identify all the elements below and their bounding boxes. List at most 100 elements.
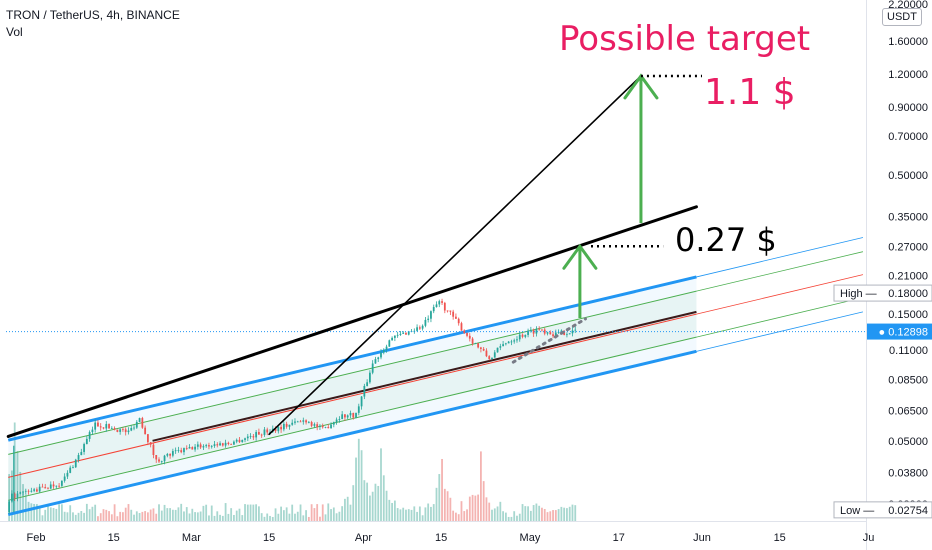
candle-body [249,436,252,437]
candle-body [199,444,202,448]
price-tick-label: 0.08500 [888,375,928,387]
candle-body [316,424,319,428]
candle-body [310,422,313,426]
candle-body [532,329,535,334]
user-center-line [152,310,697,442]
volume-bar [510,516,513,521]
volume-bar [238,508,241,521]
candle-body [135,421,138,428]
time-tick-label: Mar [182,532,201,544]
volume-bar [144,511,147,521]
volume-bar [546,512,549,521]
candle-body [357,406,360,413]
trendline-steep-support[interactable] [268,75,642,436]
candle-body [335,419,338,423]
currency-badge[interactable]: USDT [882,8,922,26]
candle-body [302,420,305,422]
candle-body [443,302,446,311]
candle-body [513,340,516,342]
candle-body [421,325,424,329]
candle-body [171,451,174,456]
candle-body [441,301,443,303]
candle-body [552,334,554,337]
candle-body [122,429,124,431]
volume-bar [99,513,102,521]
volume-bar [258,506,260,521]
candle-body [36,489,38,492]
last-price-label: ● 0.12898 [879,327,928,339]
low-tag[interactable] [833,501,932,519]
volume-bar [571,504,574,521]
volume-bar [169,508,171,521]
volume-bar [27,501,30,521]
candle-body [438,301,441,305]
trendline-channel-top-dashed[interactable] [511,317,587,364]
volume-bar [541,507,543,521]
candle-body [388,340,391,347]
volume-bar [549,511,552,521]
volume-bar [410,509,413,521]
candle-body [457,318,460,324]
volume-bar [513,511,516,521]
volume-bar [288,513,291,521]
annotation-possible-target: Possible target [559,19,810,59]
candle-body [554,332,557,337]
candle-body [77,455,80,460]
candle-body [158,459,160,462]
volume-bar [266,513,269,521]
candle-body [535,328,538,334]
candle-body [113,428,116,430]
last-price-tag[interactable] [867,323,932,340]
candle-body [452,311,455,317]
volume-bar [183,511,185,521]
candle-body [546,332,549,334]
volume-bar [171,509,174,521]
candle-body [33,489,36,491]
candle-body [244,438,246,440]
candle-body [407,331,410,335]
volume-bar [438,474,441,521]
candle-body [360,396,363,407]
candle-body [466,332,468,336]
inner-upper-extension [696,251,864,292]
candle-body [496,347,499,353]
candle-body [485,350,488,357]
time-tick-label: 15 [435,532,447,544]
candle-body [108,424,110,429]
candle-body [527,330,529,335]
candle-body [460,323,463,331]
volume-bar [441,458,443,521]
volume-bar [221,515,224,521]
volume-bar [435,487,438,521]
volume-bar [105,509,108,521]
volume-bar [385,490,388,521]
candle-body [180,450,183,453]
candle-body [391,337,393,341]
candle-body [138,418,141,422]
time-tick-label: 15 [108,532,120,544]
volume-bar [291,504,294,521]
volume-bar [529,510,532,521]
high-tag-value: 0.18000 [888,288,928,300]
volume-bar [97,516,99,521]
price-tick-label: 2.20000 [888,0,928,11]
volume-bar [568,506,571,521]
volume-bar [269,515,271,521]
volume-bar [85,503,88,521]
volume-bar [516,515,518,521]
volume-bar [485,497,488,521]
high-tag[interactable] [833,284,932,302]
volume-bar [432,504,435,521]
volume-bar [208,515,210,521]
volume-bar [138,513,141,521]
candle-body [147,434,149,443]
trendline-upper-resistance[interactable] [6,205,698,438]
candle-body [97,422,99,427]
volume-bar [285,507,288,521]
volume-bar [44,509,47,521]
volume-bar [477,494,480,521]
volume-bar [202,505,205,521]
volume-bar [219,514,221,521]
candle-body [330,424,332,429]
